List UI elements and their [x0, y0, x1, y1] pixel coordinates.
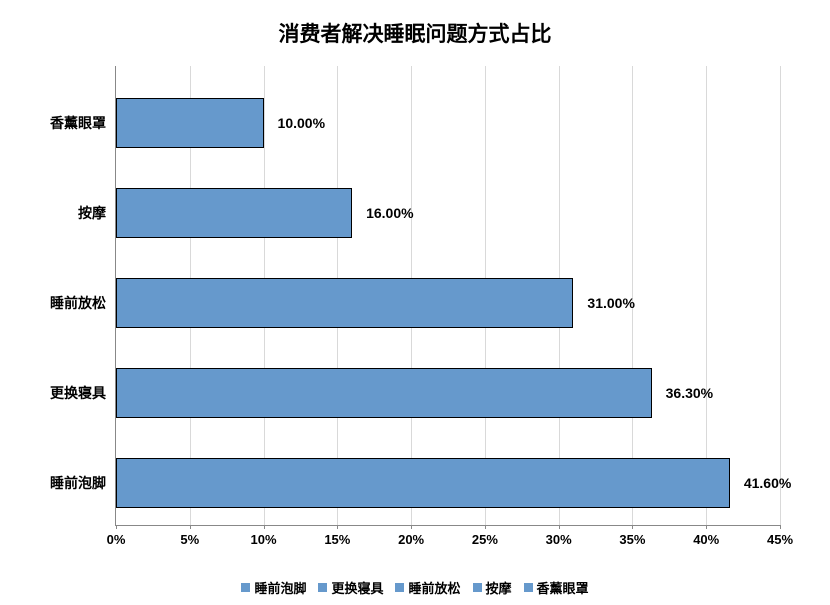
bar-row: 睡前放松31.00% [116, 278, 573, 328]
value-label: 41.60% [730, 475, 791, 491]
bar [116, 278, 573, 328]
value-label: 36.30% [652, 385, 713, 401]
bar [116, 98, 264, 148]
legend-label: 香薰眼罩 [537, 578, 589, 597]
legend-swatch-icon [241, 583, 250, 592]
legend-swatch-icon [318, 583, 327, 592]
x-tick [337, 525, 338, 529]
legend-item: 睡前泡脚 [241, 578, 306, 597]
chart-container: 消费者解决睡眠问题方式占比 0%5%10%15%20%25%30%35%40%4… [0, 0, 830, 605]
x-tick-label: 5% [180, 532, 199, 547]
y-axis-label: 香薰眼罩 [50, 113, 116, 133]
x-tick-label: 40% [693, 532, 719, 547]
x-tick [706, 525, 707, 529]
x-tick-label: 30% [546, 532, 572, 547]
chart-title: 消费者解决睡眠问题方式占比 [20, 18, 810, 48]
x-tick [780, 525, 781, 529]
x-tick [411, 525, 412, 529]
gridline [706, 66, 707, 525]
y-axis-label: 睡前泡脚 [50, 473, 116, 493]
bar [116, 458, 730, 508]
y-axis-label: 睡前放松 [50, 293, 116, 313]
y-axis-label: 更换寝具 [50, 383, 116, 403]
value-label: 16.00% [352, 205, 413, 221]
x-tick-label: 15% [324, 532, 350, 547]
legend-label: 更换寝具 [331, 578, 383, 597]
legend-swatch-icon [395, 583, 404, 592]
legend-item: 更换寝具 [318, 578, 383, 597]
value-label: 31.00% [573, 295, 634, 311]
x-tick-label: 45% [767, 532, 793, 547]
x-tick-label: 0% [107, 532, 126, 547]
x-tick [559, 525, 560, 529]
value-label: 10.00% [264, 115, 325, 131]
x-tick [264, 525, 265, 529]
legend-item: 按摩 [473, 578, 512, 597]
bar [116, 368, 652, 418]
y-axis-label: 按摩 [78, 203, 116, 223]
legend-label: 睡前放松 [408, 578, 460, 597]
legend-item: 睡前放松 [395, 578, 460, 597]
legend-swatch-icon [524, 583, 533, 592]
x-tick-label: 10% [251, 532, 277, 547]
bar-row: 睡前泡脚41.60% [116, 458, 730, 508]
legend-item: 香薰眼罩 [524, 578, 589, 597]
legend-swatch-icon [473, 583, 482, 592]
bar-row: 按摩16.00% [116, 188, 352, 238]
x-tick-label: 35% [619, 532, 645, 547]
x-tick [116, 525, 117, 529]
legend-label: 按摩 [486, 578, 512, 597]
x-tick-label: 20% [398, 532, 424, 547]
bar-row: 香薰眼罩10.00% [116, 98, 264, 148]
plot-area: 0%5%10%15%20%25%30%35%40%45%香薰眼罩10.00%按摩… [115, 66, 780, 526]
x-tick [632, 525, 633, 529]
x-tick [485, 525, 486, 529]
bar [116, 188, 352, 238]
legend: 睡前泡脚 更换寝具 睡前放松 按摩 香薰眼罩 [0, 578, 830, 597]
x-tick-label: 25% [472, 532, 498, 547]
gridline [780, 66, 781, 525]
bar-row: 更换寝具36.30% [116, 368, 652, 418]
x-tick [190, 525, 191, 529]
legend-label: 睡前泡脚 [254, 578, 306, 597]
